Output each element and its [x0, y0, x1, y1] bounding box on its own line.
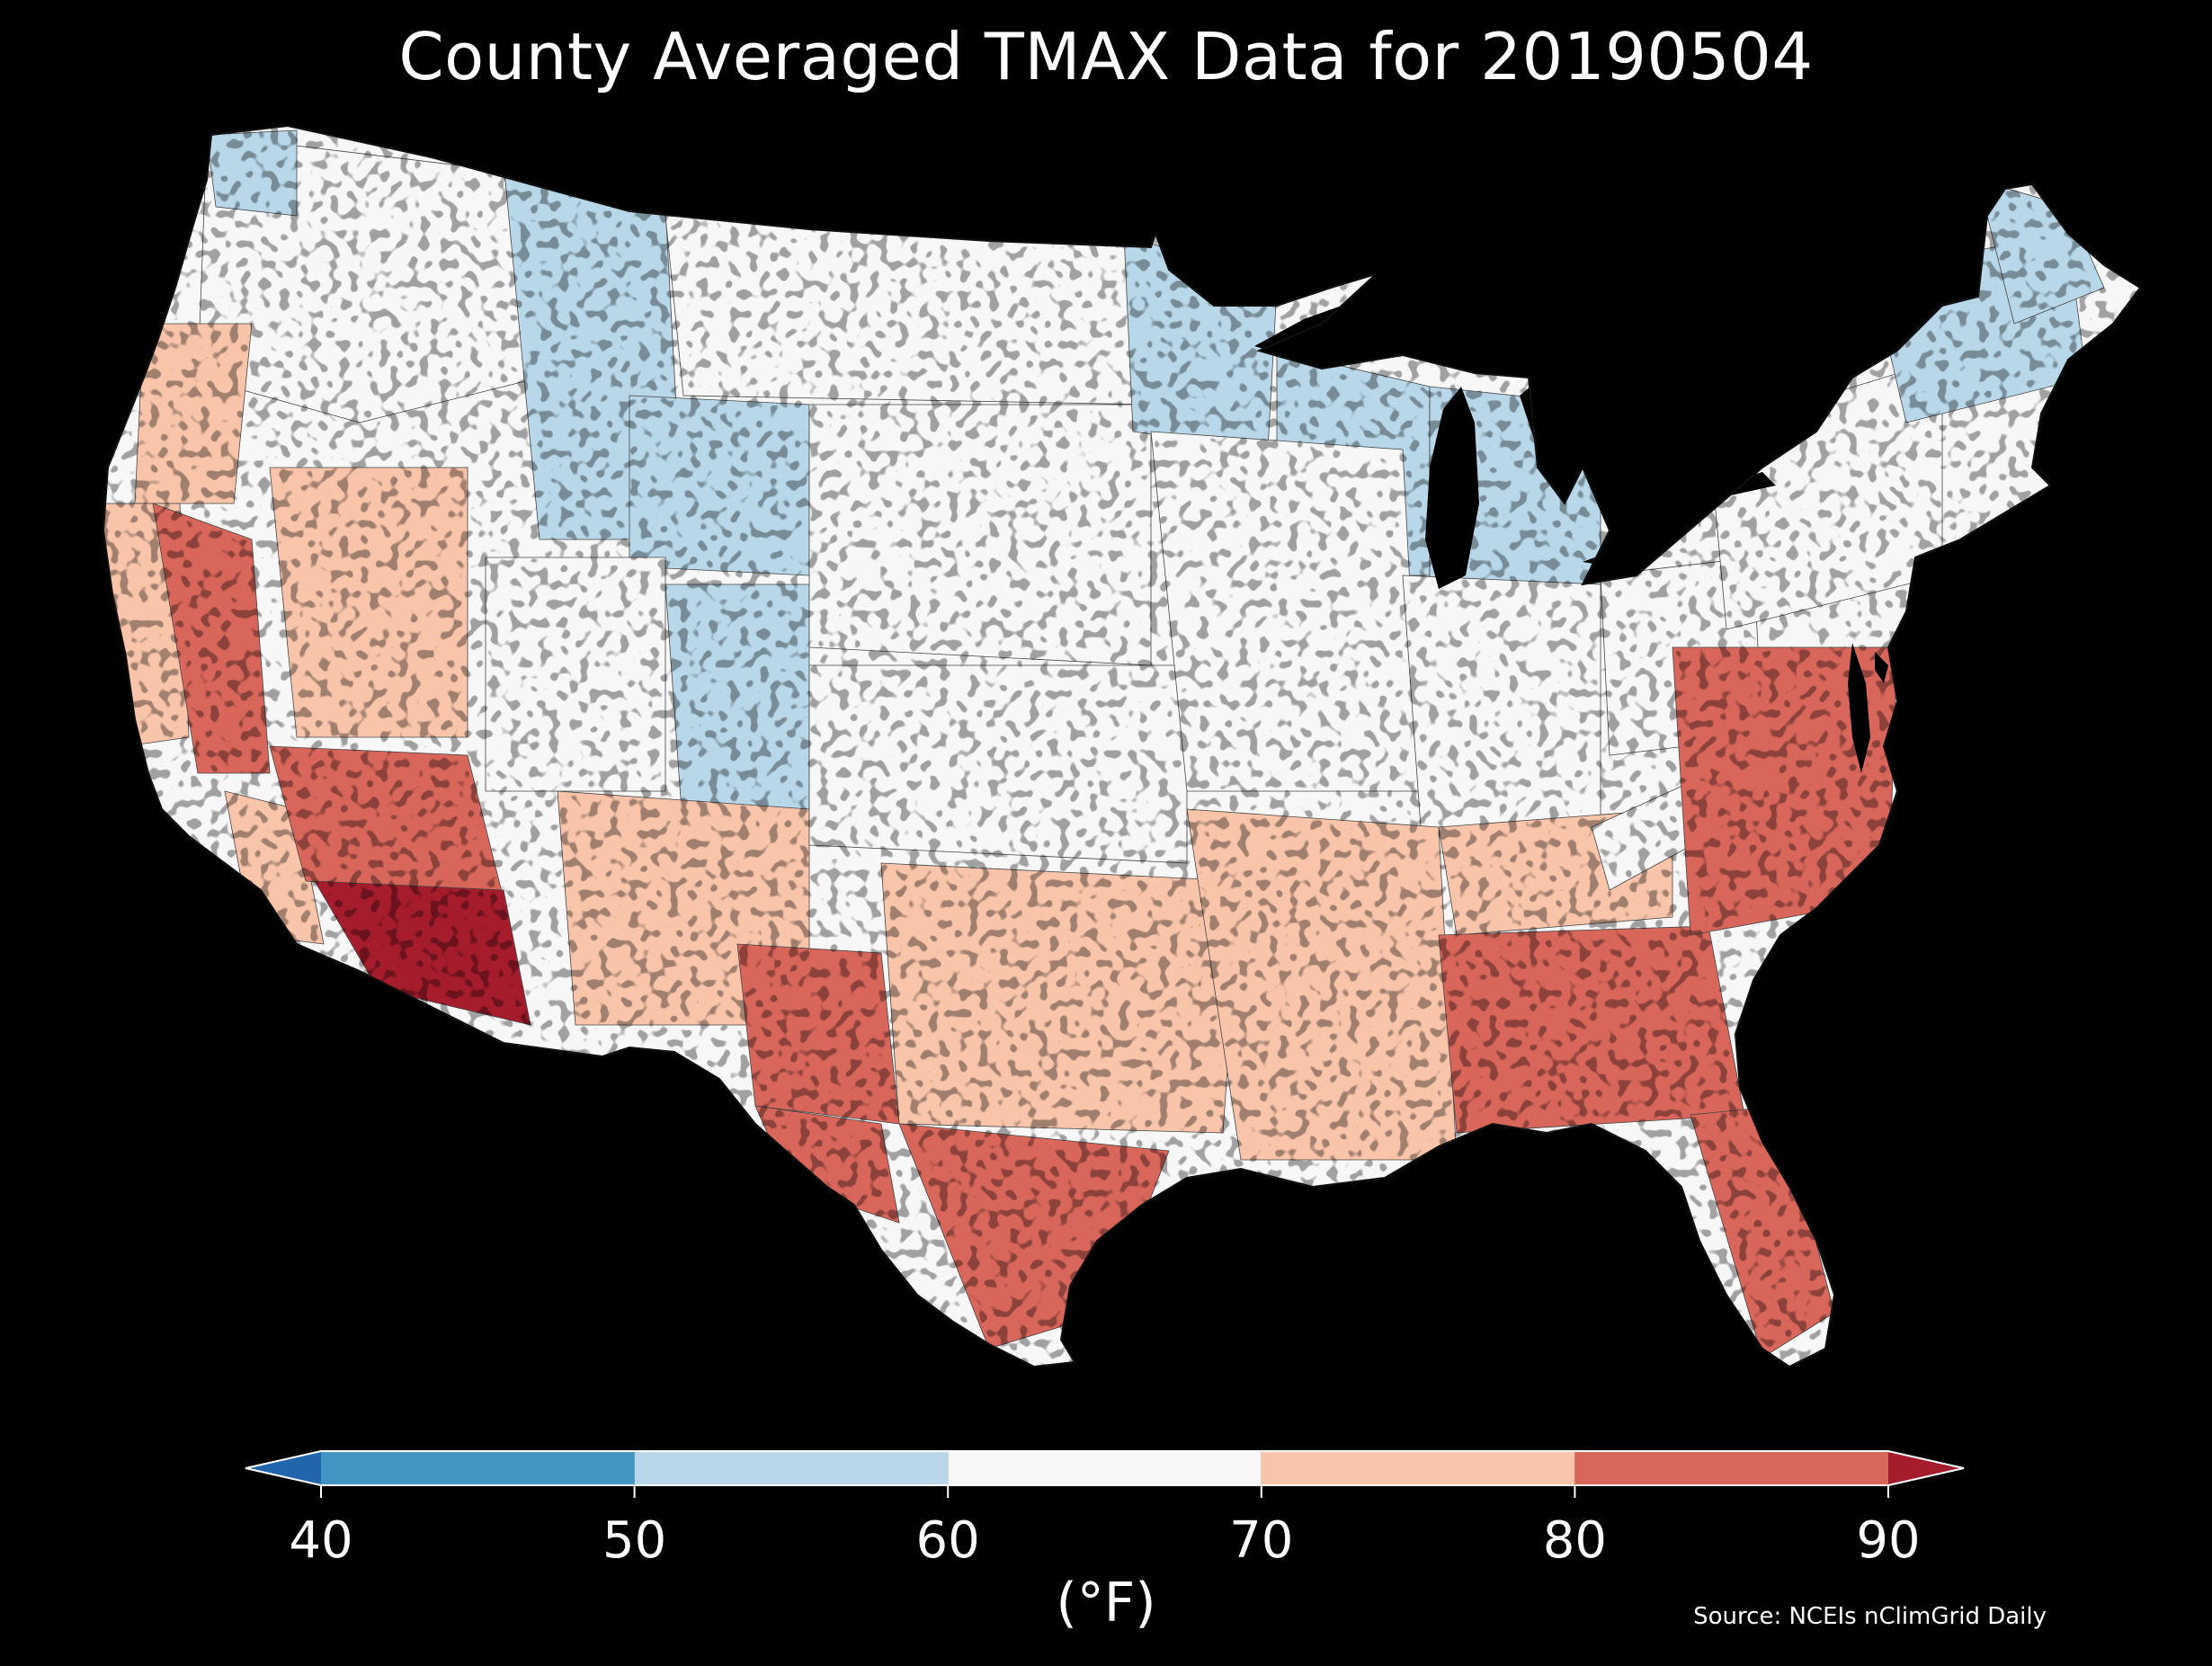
- colorbar-tick-label-80: 80: [1542, 1511, 1608, 1570]
- delaware-bay: [1875, 652, 1888, 683]
- colorbar-bin-70-80: [1261, 1451, 1575, 1485]
- great-lakes: [1254, 279, 1776, 589]
- colorbar-bin-60-70: [948, 1451, 1262, 1485]
- colorbar-tick-label-50: 50: [602, 1511, 667, 1570]
- colorbar-over-extension: [1888, 1451, 1964, 1485]
- lake-ontario: [1713, 472, 1776, 496]
- lake-erie: [1583, 526, 1690, 566]
- colorbar-tick-label-60: 60: [915, 1511, 980, 1570]
- colorbar-tick-label-70: 70: [1229, 1511, 1294, 1570]
- lake-superior: [1254, 279, 1385, 355]
- colorbar-bin-50-60: [634, 1451, 949, 1485]
- colorbar-bin-80-90: [1574, 1451, 1888, 1485]
- colorbar-tick-label-90: 90: [1856, 1511, 1921, 1570]
- colorbar-under-extension: [245, 1451, 321, 1485]
- lake-huron: [1520, 373, 1574, 468]
- colorbar-tick-label-40: 40: [289, 1511, 353, 1570]
- page-title: County Averaged TMAX Data for 20190504: [398, 19, 1814, 94]
- lake-michigan: [1425, 387, 1479, 589]
- source-credit: Source: NCEIs nClimGrid Daily: [1693, 1603, 2047, 1630]
- chesapeake-bay: [1848, 643, 1870, 773]
- colorbar-unit-label: (°F): [1056, 1572, 1156, 1635]
- colorbar-bin-40-50: [321, 1451, 635, 1485]
- coastal-waters: [1848, 643, 1888, 773]
